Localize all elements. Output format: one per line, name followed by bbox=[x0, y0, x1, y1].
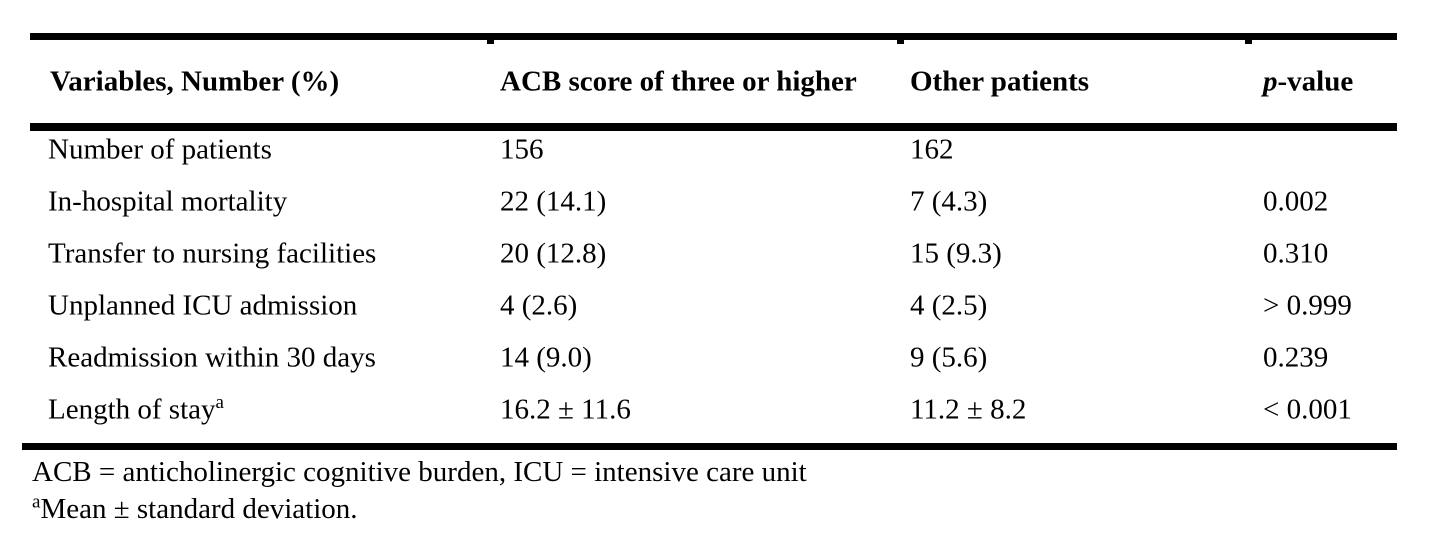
cell-acb-value: 20 (12.8) bbox=[500, 237, 607, 270]
table-row: Number of patients 156 162 bbox=[0, 124, 1430, 176]
header-variables: Variables, Number (%) bbox=[50, 65, 340, 97]
cell-acb-value: 156 bbox=[500, 133, 544, 166]
cell-other-value: 9 (5.6) bbox=[910, 341, 988, 374]
mean-sd-footnote: aMean ± standard deviation. bbox=[32, 491, 358, 525]
cell-p-value: < 0.001 bbox=[1263, 393, 1352, 426]
table-header-row: Variables, Number (%) ACB score of three… bbox=[0, 40, 1430, 123]
cell-acb-value: 16.2 ± 11.6 bbox=[500, 393, 631, 426]
cell-other-value: 11.2 ± 8.2 bbox=[910, 393, 1027, 426]
cell-acb-value: 4 (2.6) bbox=[500, 289, 578, 322]
cell-p-value: > 0.999 bbox=[1263, 289, 1352, 322]
footnote-marker: a bbox=[32, 491, 41, 513]
cell-variable: Readmission within 30 days bbox=[48, 341, 376, 374]
column-boundary-tick bbox=[1245, 40, 1252, 44]
cell-acb-value: 22 (14.1) bbox=[500, 185, 607, 218]
abbreviations-footnote: ACB = anticholinergic cognitive burden, … bbox=[32, 456, 807, 488]
cell-p-value: 0.239 bbox=[1263, 341, 1329, 374]
cell-other-value: 162 bbox=[910, 133, 954, 166]
cell-variable: Transfer to nursing facilities bbox=[48, 237, 377, 270]
cell-variable: Unplanned ICU admission bbox=[48, 289, 358, 322]
p-value-rest: -value bbox=[1277, 65, 1354, 97]
cell-p-value: 0.002 bbox=[1263, 185, 1329, 218]
cell-other-value: 15 (9.3) bbox=[910, 237, 1002, 270]
header-acb-group: ACB score of three or higher bbox=[500, 65, 857, 97]
header-p-value: p-value bbox=[1263, 65, 1353, 98]
cell-variable: Number of patients bbox=[48, 133, 272, 166]
cell-other-value: 4 (2.5) bbox=[910, 289, 988, 322]
header-other-group: Other patients bbox=[910, 65, 1090, 97]
cell-other-value: 7 (4.3) bbox=[910, 185, 988, 218]
p-italic: p bbox=[1263, 65, 1278, 97]
table-row: Readmission within 30 days 14 (9.0) 9 (5… bbox=[0, 332, 1430, 384]
table-row: Length of staya 16.2 ± 11.6 11.2 ± 8.2 <… bbox=[0, 384, 1430, 436]
cell-p-value: 0.310 bbox=[1263, 237, 1329, 270]
cell-variable: Length of staya bbox=[48, 391, 224, 426]
table-header-rule bbox=[30, 123, 1397, 131]
table-top-rule bbox=[30, 33, 1397, 40]
table-row: In-hospital mortality 22 (14.1) 7 (4.3) … bbox=[0, 176, 1430, 228]
footnote-marker: a bbox=[215, 391, 224, 413]
table-row: Unplanned ICU admission 4 (2.6) 4 (2.5) … bbox=[0, 280, 1430, 332]
table-row: Transfer to nursing facilities 20 (12.8)… bbox=[0, 228, 1430, 280]
cell-acb-value: 14 (9.0) bbox=[500, 341, 592, 374]
column-boundary-tick bbox=[487, 40, 494, 44]
cell-variable: In-hospital mortality bbox=[48, 185, 288, 218]
column-boundary-tick bbox=[897, 40, 904, 44]
table-bottom-rule bbox=[22, 443, 1397, 450]
